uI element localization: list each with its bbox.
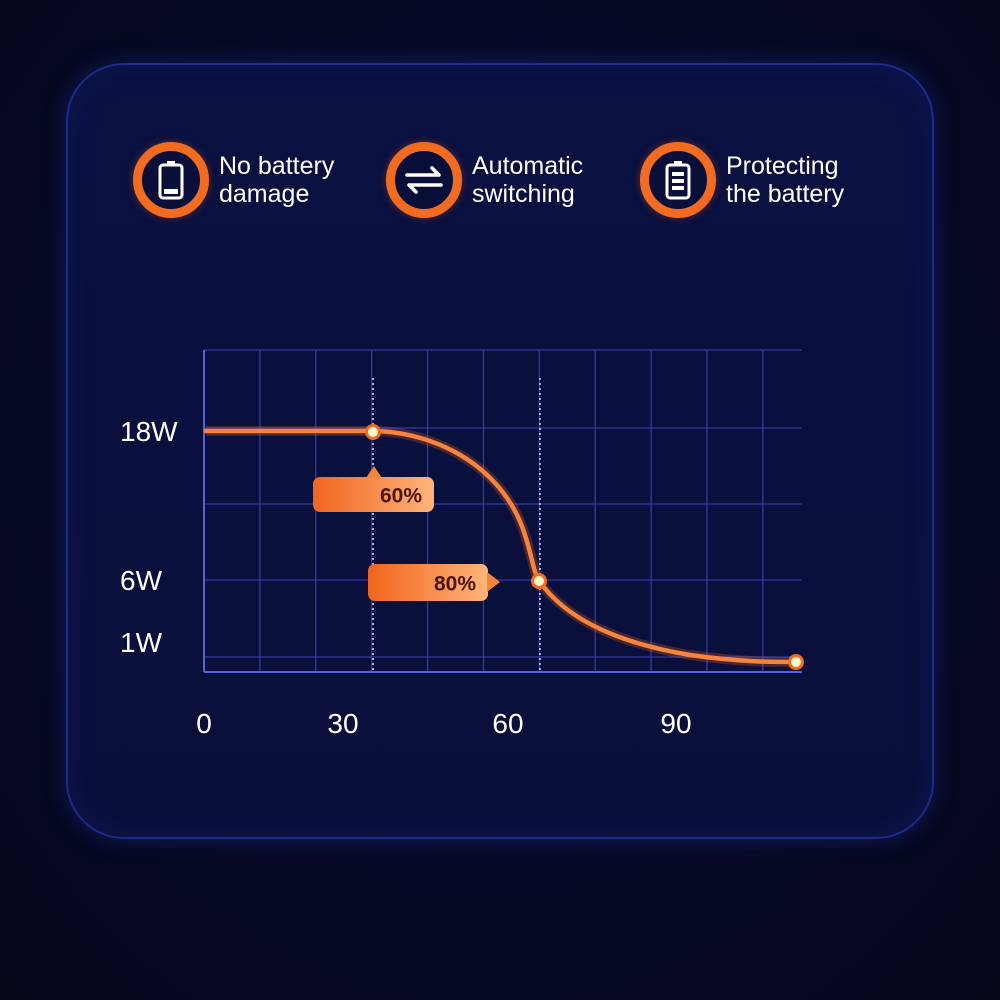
chart-panel (66, 63, 934, 839)
x-tick-label: 0 (196, 708, 212, 739)
switch-arrows-icon (386, 142, 462, 218)
data-point (365, 424, 381, 440)
y-tick-label: 1W (120, 627, 163, 658)
x-tick-label: 60 (492, 708, 523, 739)
feature-label-line: damage (219, 180, 310, 208)
data-label-callout: 60% (313, 466, 434, 512)
x-tick-label: 90 (660, 708, 691, 739)
callout-box (313, 477, 434, 512)
feature-label-line: switching (472, 180, 575, 208)
y-tick-label: 18W (120, 416, 178, 447)
data-point (788, 654, 804, 670)
battery-charging-icon (640, 142, 716, 218)
x-tick-label: 30 (327, 708, 358, 739)
feature-protecting-battery: Protecting the battery (640, 142, 844, 218)
data-point (531, 573, 547, 589)
callout-box (368, 564, 488, 601)
feature-label-line: the battery (726, 180, 845, 208)
feature-label: No battery damage (219, 152, 334, 208)
feature-label: Automatic switching (472, 152, 583, 208)
feature-no-battery-damage: No battery damage (133, 142, 334, 218)
data-label-callout: 80% (368, 564, 500, 601)
callout-pointer (366, 466, 382, 478)
feature-label-line: No battery (219, 152, 335, 180)
feature-label: Protecting the battery (726, 152, 844, 208)
feature-label-line: Protecting (726, 152, 839, 180)
feature-automatic-switching: Automatic switching (386, 142, 583, 218)
battery-icon (133, 142, 209, 218)
y-tick-label: 6W (120, 565, 163, 596)
feature-label-line: Automatic (472, 152, 584, 180)
data-label: 60% (380, 485, 422, 508)
callout-pointer (487, 572, 500, 592)
data-label: 80% (434, 573, 476, 596)
